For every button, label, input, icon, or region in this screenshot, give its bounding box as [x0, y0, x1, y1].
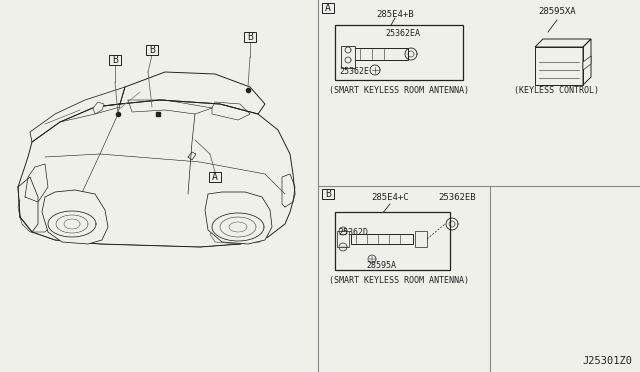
Bar	[109, 55, 121, 65]
Text: 28595A: 28595A	[366, 261, 396, 270]
Text: B: B	[149, 45, 155, 55]
Bar	[335, 212, 450, 270]
Polygon shape	[42, 190, 108, 244]
Polygon shape	[583, 56, 591, 70]
Bar	[209, 172, 221, 182]
Text: 25362EA: 25362EA	[385, 29, 420, 38]
Bar	[335, 25, 463, 80]
Polygon shape	[93, 102, 104, 114]
Text: 25362E: 25362E	[339, 67, 369, 76]
Text: 285E4+B: 285E4+B	[376, 10, 414, 19]
Text: 285E4+C: 285E4+C	[371, 193, 409, 202]
Bar	[415, 231, 427, 247]
Text: 28595XA: 28595XA	[538, 7, 576, 16]
Text: B: B	[325, 189, 331, 199]
Bar	[322, 189, 334, 199]
Bar	[337, 231, 349, 247]
Text: B: B	[247, 32, 253, 42]
Text: 25362D: 25362D	[338, 228, 368, 237]
Text: (SMART KEYLESS ROOM ANTENNA): (SMART KEYLESS ROOM ANTENNA)	[329, 86, 469, 94]
Text: A: A	[325, 3, 331, 13]
Bar	[322, 3, 334, 13]
Text: B: B	[112, 55, 118, 65]
Bar	[351, 234, 413, 244]
Text: 25362EB: 25362EB	[438, 193, 476, 202]
Bar	[146, 45, 158, 55]
Polygon shape	[205, 192, 272, 244]
Bar	[535, 47, 583, 85]
Bar	[341, 46, 355, 68]
Text: A: A	[212, 172, 218, 182]
Bar	[244, 32, 256, 42]
Bar	[353, 48, 408, 60]
Text: (SMART KEYLESS ROOM ANTENNA): (SMART KEYLESS ROOM ANTENNA)	[329, 276, 469, 285]
Text: J25301Z0: J25301Z0	[582, 356, 632, 366]
Text: (KEYLESS CONTROL): (KEYLESS CONTROL)	[515, 86, 600, 94]
